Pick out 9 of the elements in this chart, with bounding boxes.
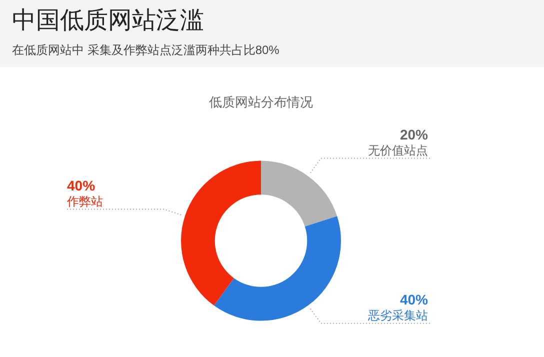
chart-title: 中国低质网站泛滥 — [12, 6, 205, 36]
data-label: 40% — [67, 177, 96, 194]
data-label: 40% — [400, 291, 429, 308]
text: 低质网站分布情况 — [209, 94, 313, 110]
data-label: 20% — [400, 126, 429, 142]
slice-label: 无价值站点 — [368, 143, 428, 158]
slice-label: 作弊站 — [66, 194, 103, 208]
chart-subtitle: 在低质网站中 采集及作弊站点泛滥两种共占比80% — [12, 42, 280, 59]
slice-label: 恶劣采集站 — [367, 308, 428, 322]
